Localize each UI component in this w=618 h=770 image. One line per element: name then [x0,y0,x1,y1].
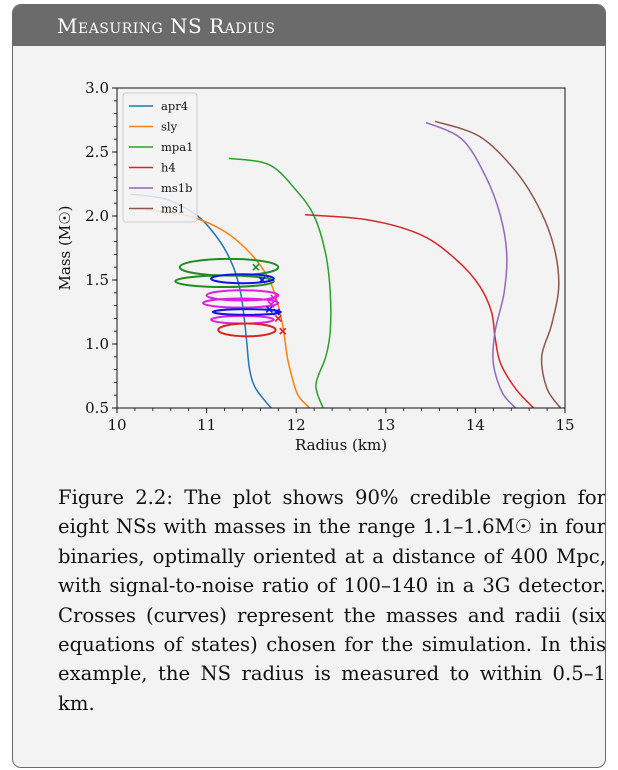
y-tick-label: 1.0 [85,335,109,353]
figure-caption: Figure 2.2: The plot shows 90% credible … [58,483,606,718]
caption-label: Figure 2.2: [58,486,173,509]
credible-region-8 [217,322,277,338]
y-tick-label: 0.5 [85,399,109,417]
eos-curve-h4 [305,213,535,408]
injection-cross-5 [272,308,281,316]
injection-cross-3 [270,294,278,302]
x-tick-label: 10 [107,416,126,434]
eos-curve-ms1b [425,121,517,408]
injection-cross-8 [265,305,273,314]
box-header: Measuring NS Radius [13,5,605,46]
injection-cross-6 [274,314,282,322]
credible-region-7 [211,308,282,316]
y-axis-label: Mass (M☉) [56,206,74,291]
legend-box [122,92,198,223]
legend-label-ms1: ms1 [161,202,185,216]
x-tick-label: 13 [376,416,395,434]
mass-radius-chart: 10 11 12 13 14 15 0.5 1.0 1.5 2.0 2.5 3.0 Radius (km… [56,79,575,454]
figure-box: Measuring NS Radius 10 11 12 13 14 15 0.5 1.0 1.… [12,4,606,768]
injection-cross-2 [258,276,266,284]
credible-region-3 [210,273,275,285]
plot-content [130,120,562,408]
x-axis-label: Radius (km) [295,436,387,454]
legend-label-h4: h4 [161,161,176,175]
x-tick-label: 14 [466,416,485,434]
y-tick-label: 2.5 [85,143,109,161]
box-title: Measuring NS Radius [57,14,276,38]
y-tick-label: 3.0 [85,79,109,97]
legend-label-apr4: apr4 [161,99,188,113]
legend-label-sly: sly [161,120,178,134]
eos-curve-mpa1 [228,157,332,408]
injection-cross-1 [252,263,260,271]
axes-frame [116,87,566,409]
x-tick-label: 12 [287,416,306,434]
injection-cross-7 [279,327,287,335]
caption-text: The plot shows 90% credible region for e… [58,486,606,715]
legend-label-mpa1: mpa1 [161,140,193,154]
credible-region-5 [202,297,280,309]
credible-region-4 [205,289,280,302]
eos-curve-sly [145,208,311,408]
injection-cross-4 [267,300,275,308]
legend-label-ms1b: ms1b [161,181,193,195]
x-tick-label: 15 [555,416,574,434]
y-tick-label: 1.5 [85,271,109,289]
x-tick-label: 11 [197,416,216,434]
eos-curve-ms1 [434,120,562,408]
y-tick-label: 2.0 [85,207,109,225]
